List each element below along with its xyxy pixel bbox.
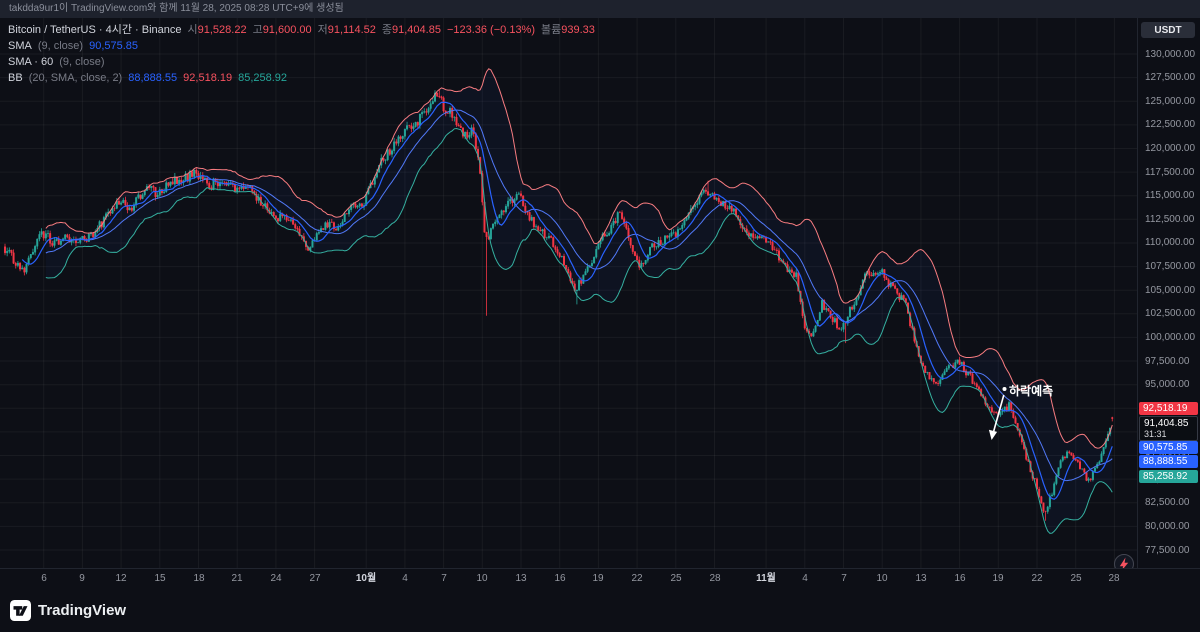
time-axis-label: 19 (592, 573, 604, 584)
high-price: 91,600.00 (262, 24, 312, 36)
bb-params: (20, SMA, close, 2) (28, 72, 123, 84)
time-axis-label: 16 (554, 573, 566, 584)
time-axis-label: 7 (441, 573, 447, 584)
time-axis-label: 25 (1070, 573, 1082, 584)
volume-label: 볼륨 (541, 24, 562, 36)
time-axis-label: 28 (1108, 573, 1120, 584)
time-axis-label: 24 (270, 573, 282, 584)
close-label: 종 (381, 24, 392, 36)
time-axis-label: 21 (231, 573, 243, 584)
time-axis-label: 22 (1031, 573, 1043, 584)
sma-value: 90,575.85 (89, 40, 139, 52)
bb-lower-value: 85,258.92 (238, 72, 288, 84)
high-value: 고 91,600.00 (253, 23, 312, 37)
price-axis-label: 127,500.00 (1145, 72, 1196, 84)
sma-name: SMA (8, 40, 32, 52)
price-axis-label: 120,000.00 (1145, 142, 1196, 154)
time-axis-label: 10 (876, 573, 888, 584)
price-axis-label: 107,500.00 (1145, 261, 1196, 273)
time-axis-label: 11월 (756, 573, 776, 584)
chart-pane[interactable]: Bitcoin / TetherUS · 4시간 · Binance 시 91,5… (0, 18, 1137, 568)
candlestick-chart[interactable] (0, 18, 1137, 568)
volume-number: 939.33 (561, 24, 595, 36)
time-axis-label: 10 (476, 573, 488, 584)
time-axis-label: 28 (709, 573, 721, 584)
time-axis-label: 4 (802, 573, 808, 584)
open-value: 시 91,528.22 (188, 23, 247, 37)
close-price: 91,404.85 (392, 24, 441, 36)
sma-price-badge: 90,575.85 (1139, 441, 1198, 454)
time-axis-label: 19 (992, 573, 1004, 584)
price-axis-label: 130,000.00 (1145, 48, 1196, 60)
time-axis-label: 22 (631, 573, 643, 584)
sma-legend-row[interactable]: SMA (9, close) 90,575.85 (8, 39, 595, 53)
tradingview-logo[interactable]: TradingView (10, 599, 127, 621)
time-axis-label: 12 (115, 573, 127, 584)
close-value: 종 91,404.85 (382, 23, 441, 37)
symbol-title[interactable]: Bitcoin / TetherUS · 4시간 · Binance (8, 24, 182, 36)
bb-upper-price-badge: 92,518.19 (1139, 402, 1198, 415)
price-axis-label: 100,000.00 (1145, 331, 1196, 343)
open-label: 시 (187, 24, 198, 36)
time-axis[interactable]: 6 9 12 15 18 21 24 27 10월 4 7 10 13 16 19 22 25 28 11월 4 7 10… (0, 568, 1200, 588)
change-value: −123.36 (−0.13%) (446, 24, 536, 36)
price-axis-label: 105,000.00 (1145, 284, 1196, 296)
time-axis-label: 4 (402, 573, 408, 584)
bb-name: BB (8, 72, 23, 84)
time-axis-label: 15 (154, 573, 166, 584)
price-axis-label: 122,500.00 (1145, 119, 1196, 131)
time-axis-label: 18 (193, 573, 205, 584)
time-axis-label: 13 (515, 573, 527, 584)
high-label: 고 (252, 24, 263, 36)
lightning-stamp-icon (1114, 554, 1134, 568)
price-axis-label: 125,000.00 (1145, 95, 1196, 107)
price-axis-label: 102,500.00 (1145, 308, 1196, 320)
attribution-bar: takdda9ur1이 TradingView.com와 함께 11월 28, … (0, 0, 1200, 18)
low-label: 저 (317, 24, 328, 36)
price-axis-label: 95,000.00 (1145, 379, 1190, 391)
low-price: 91,114.52 (327, 24, 376, 36)
volume-value: 볼륨 939.33 (541, 23, 595, 37)
bb-lower-price-badge: 85,258.92 (1139, 470, 1198, 483)
price-axis[interactable]: USDT 130,000.00 127,500.00 125,000.00 122,5… (1137, 18, 1200, 568)
time-axis-label: 16 (954, 573, 966, 584)
time-axis-label: 27 (309, 573, 321, 584)
symbol-legend-row[interactable]: Bitcoin / TetherUS · 4시간 · Binance 시 91,5… (8, 23, 595, 37)
time-axis-label: 6 (41, 573, 47, 584)
bb-upper-value: 92,518.19 (183, 72, 233, 84)
prediction-arrow[interactable] (988, 387, 1007, 440)
tradingview-wordmark: TradingView (38, 601, 127, 619)
bb-legend-row[interactable]: BB (20, SMA, close, 2) 88,888.55 92,518.… (8, 71, 595, 85)
sma-params: (9, close) (37, 40, 84, 52)
sma60-name: SMA · 60 (8, 56, 54, 68)
annotation-text[interactable]: 하락예측 (1009, 384, 1054, 398)
price-axis-label: 80,000.00 (1145, 520, 1190, 532)
price-axis-label: 82,500.00 (1145, 497, 1190, 509)
price-axis-label: 77,500.00 (1145, 544, 1190, 556)
price-axis-label: 110,000.00 (1145, 237, 1195, 249)
price-axis-label: 97,500.00 (1145, 355, 1190, 367)
time-axis-label: 7 (841, 573, 847, 584)
bb-basis-value: 88,888.55 (128, 72, 178, 84)
time-axis-label: 9 (79, 573, 85, 584)
currency-toggle-button[interactable]: USDT (1141, 22, 1195, 38)
legend: Bitcoin / TetherUS · 4시간 · Binance 시 91,5… (8, 23, 595, 87)
low-value: 저 91,114.52 (318, 23, 376, 37)
bb-basis-price-badge: 88,888.55 (1139, 455, 1198, 468)
time-axis-label: 13 (915, 573, 927, 584)
sma60-params: (9, close) (59, 56, 105, 68)
footer: TradingView (0, 588, 1200, 632)
attribution-text: takdda9ur1이 TradingView.com와 함께 11월 28, … (9, 3, 344, 14)
time-axis-label: 10월 (355, 573, 377, 584)
sma60-legend-row[interactable]: SMA · 60 (9, close) (8, 55, 595, 69)
open-price: 91,528.22 (197, 24, 247, 36)
price-axis-label: 112,500.00 (1145, 213, 1195, 225)
price-axis-label: 117,500.00 (1145, 166, 1195, 178)
price-axis-label: 115,000.00 (1145, 190, 1195, 202)
last-price-badge: 91,404.85 31:31 (1139, 416, 1198, 441)
tradingview-logo-icon (10, 599, 31, 621)
time-axis-label: 25 (670, 573, 682, 584)
